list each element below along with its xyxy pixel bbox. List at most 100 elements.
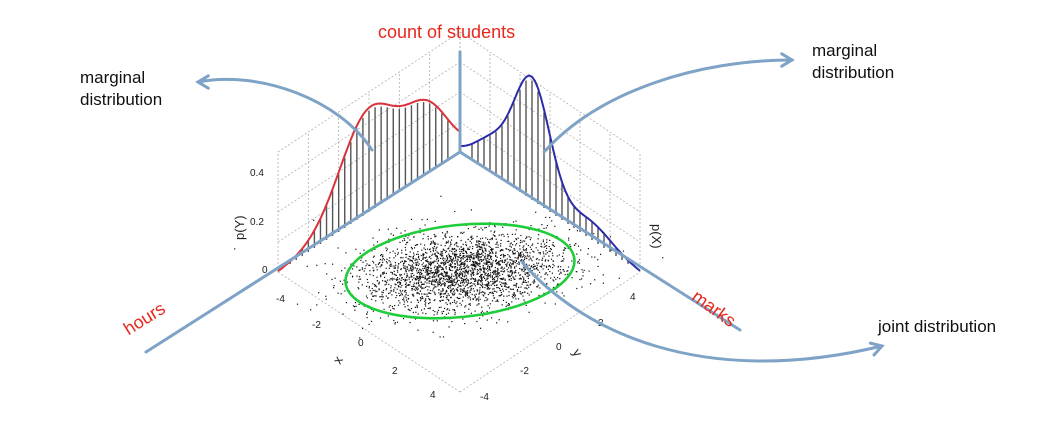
scatter-point <box>531 244 533 247</box>
scatter-point <box>494 280 496 282</box>
scatter-point <box>371 287 373 290</box>
scatter-point <box>474 283 476 285</box>
scatter-point <box>520 256 522 258</box>
scatter-point <box>464 312 466 314</box>
scatter-point <box>415 287 417 289</box>
scatter-point <box>435 281 437 283</box>
scatter-point <box>382 292 384 294</box>
scatter-point <box>381 291 383 293</box>
scatter-point <box>521 241 523 243</box>
scatter-point <box>456 277 458 279</box>
scatter-point <box>378 282 380 284</box>
scatter-point <box>459 268 461 270</box>
scatter-point <box>531 260 533 262</box>
scatter-point <box>422 269 424 272</box>
scatter-point <box>546 274 549 276</box>
scatter-point <box>418 279 420 281</box>
scatter-point <box>444 282 446 284</box>
scatter-point <box>416 305 418 307</box>
scatter-point <box>386 248 388 250</box>
scatter-point <box>466 284 468 286</box>
scatter-point <box>350 272 352 274</box>
scatter-point <box>486 260 488 262</box>
scatter-point <box>618 277 620 279</box>
scatter-point <box>433 287 435 289</box>
marginal-curve-right <box>460 74 641 272</box>
scatter-point <box>416 253 418 255</box>
scatter-point <box>437 257 439 259</box>
scatter-point <box>404 283 407 285</box>
scatter-point <box>426 270 428 272</box>
scatter-point <box>431 272 433 274</box>
scatter-point <box>450 239 453 241</box>
scatter-point <box>533 266 535 268</box>
scatter-point <box>539 265 541 267</box>
scatter-point <box>578 262 581 264</box>
scatter-point <box>429 298 431 301</box>
scatter-point <box>480 241 482 243</box>
scatter-point <box>497 300 499 302</box>
scatter-point <box>417 281 419 283</box>
scatter-point <box>454 272 456 274</box>
scatter-point <box>409 239 411 241</box>
scatter-point <box>393 278 395 280</box>
scatter-point <box>484 274 486 276</box>
scatter-point <box>406 275 409 277</box>
scatter-point <box>428 256 430 258</box>
scatter-point <box>488 268 490 271</box>
scatter-point <box>553 276 555 278</box>
scatter-point <box>409 259 411 261</box>
scatter-point <box>515 269 517 272</box>
scatter-point <box>501 249 503 251</box>
scatter-point <box>480 284 482 286</box>
scatter-point <box>397 281 399 284</box>
scatter-point <box>470 287 472 289</box>
scatter-point <box>419 277 421 279</box>
scatter-point <box>362 261 364 263</box>
scatter-point <box>372 270 374 272</box>
scatter-point <box>505 282 507 284</box>
scatter-point <box>508 263 510 265</box>
scatter-point <box>490 258 492 260</box>
scatter-point <box>393 319 395 322</box>
z-tick: 0.2 <box>250 217 264 228</box>
scatter-point <box>455 253 457 255</box>
scatter-point <box>558 273 561 275</box>
scatter-point <box>463 265 465 267</box>
scatter-point <box>531 270 533 272</box>
scatter-point <box>351 276 354 278</box>
scatter-point <box>427 238 429 240</box>
scatter-point <box>447 312 450 314</box>
scatter-point <box>510 277 512 280</box>
scatter-point <box>449 285 451 287</box>
scatter-point <box>536 286 538 288</box>
scatter-point <box>525 257 527 259</box>
scatter-point <box>488 254 490 256</box>
scatter-point <box>438 270 440 272</box>
scatter-point <box>341 270 343 272</box>
scatter-point <box>442 262 444 264</box>
scatter-point <box>450 276 452 278</box>
scatter-point <box>466 277 468 279</box>
scatter-point <box>539 253 541 255</box>
scatter-point <box>430 283 433 285</box>
scatter-point <box>389 257 391 259</box>
scatter-point <box>350 263 352 265</box>
scatter-point <box>456 261 458 263</box>
scatter-point <box>391 305 393 308</box>
scatter-point <box>451 273 453 275</box>
scatter-point <box>386 281 388 283</box>
scatter-point <box>429 289 431 292</box>
scatter-point <box>437 269 439 271</box>
scatter-point <box>407 298 409 300</box>
scatter-point <box>454 253 456 255</box>
scatter-point <box>537 269 539 271</box>
scatter-point <box>318 292 320 294</box>
scatter-point <box>447 281 449 283</box>
scatter-point <box>439 266 441 268</box>
scatter-point <box>481 252 483 254</box>
scatter-point <box>522 281 524 283</box>
scatter-point <box>439 293 441 296</box>
scatter-point <box>494 284 496 287</box>
scatter-point <box>456 245 458 247</box>
